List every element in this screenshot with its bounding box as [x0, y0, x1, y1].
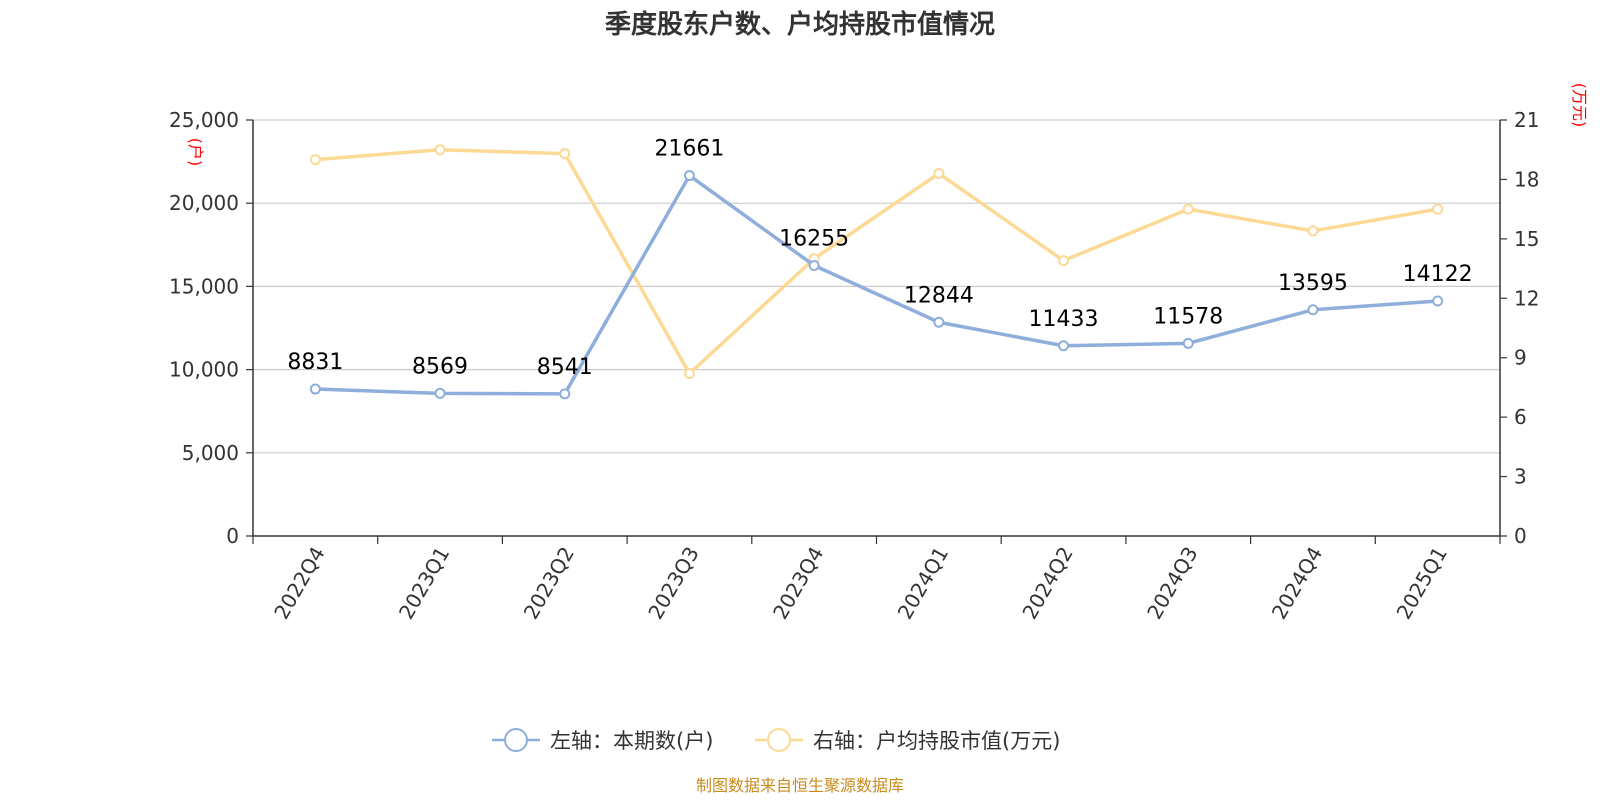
- data-point: [1058, 255, 1070, 267]
- left-axis-unit: (户): [186, 138, 205, 167]
- data-label: 13595: [1278, 271, 1348, 296]
- data-label: 14122: [1403, 262, 1473, 287]
- left-axis-ticks: 0 5,000 10,000 15,000 20,000 25,000: [169, 108, 239, 548]
- data-label: 11433: [1029, 307, 1099, 332]
- legend-marker: [767, 728, 791, 752]
- right-tick-label: 6: [1514, 405, 1527, 429]
- data-labels: 8831 8569 8541 21661 16255 12844 11433 11578 135…: [287, 137, 1472, 380]
- data-label: 21661: [654, 137, 724, 162]
- right-tick-label: 18: [1514, 167, 1539, 191]
- x-tick-label: 2024Q2: [1017, 543, 1077, 624]
- right-axis-ticks: 0 3 6 9 12 15 18 21: [1514, 108, 1539, 548]
- data-label: 8541: [537, 355, 593, 380]
- right-axis-unit: (万元): [1570, 83, 1589, 128]
- x-tick-label: 2023Q4: [768, 543, 828, 624]
- x-tick-label: 2022Q4: [269, 543, 329, 624]
- data-label: 11578: [1153, 304, 1223, 329]
- legend-label: 右轴：户均持股市值(万元): [813, 729, 1060, 753]
- data-point: [808, 260, 820, 272]
- series-line-1: [315, 147, 1438, 376]
- data-point: [309, 383, 321, 395]
- axes: [246, 119, 1507, 544]
- right-tick-label: 21: [1514, 108, 1539, 132]
- chart-title: 季度股东户数、户均持股市值情况: [605, 9, 995, 40]
- right-tick-label: 0: [1514, 524, 1527, 548]
- left-tick-label: 10,000: [169, 358, 239, 382]
- right-tick-label: 15: [1514, 227, 1539, 251]
- grid-lines: [253, 119, 1500, 454]
- data-point: [434, 387, 446, 399]
- x-tick-label: 2023Q1: [394, 543, 454, 624]
- right-tick-label: 9: [1514, 346, 1527, 370]
- data-point: [1058, 340, 1070, 352]
- x-tick-label: 2023Q2: [519, 543, 579, 624]
- data-point: [309, 154, 321, 166]
- x-tick-label: 2024Q3: [1142, 543, 1202, 624]
- data-point: [683, 368, 695, 380]
- data-point: [1432, 295, 1444, 307]
- data-label: 16255: [779, 227, 849, 252]
- source-note: 制图数据来自恒生聚源数据库: [696, 776, 904, 795]
- legend-label: 左轴：本期数(户): [550, 729, 713, 753]
- data-point: [683, 170, 695, 182]
- data-label: 8831: [287, 350, 343, 375]
- data-point: [933, 316, 945, 328]
- data-point: [434, 144, 446, 156]
- right-tick-label: 3: [1514, 465, 1527, 489]
- left-tick-label: 15,000: [169, 274, 239, 298]
- data-point: [1182, 203, 1194, 215]
- right-tick-label: 12: [1514, 286, 1539, 310]
- x-axis-ticks: 2022Q4 2023Q1 2023Q2 2023Q3 2023Q4 2024Q1 2024…: [269, 543, 1452, 624]
- data-label: 8569: [412, 354, 468, 379]
- series-group: [309, 144, 1444, 400]
- left-tick-label: 0: [226, 524, 239, 548]
- left-tick-label: 5,000: [182, 441, 239, 465]
- legend-marker: [504, 728, 528, 752]
- x-tick-label: 2025Q1: [1392, 543, 1452, 624]
- data-point: [1307, 225, 1319, 237]
- left-tick-label: 20,000: [169, 191, 239, 215]
- series-line-0: [315, 173, 1438, 396]
- data-point: [1307, 304, 1319, 316]
- x-tick-label: 2023Q3: [643, 543, 703, 624]
- data-point: [933, 167, 945, 179]
- data-point: [559, 148, 571, 160]
- left-tick-label: 25,000: [169, 108, 239, 132]
- data-point: [559, 388, 571, 400]
- x-tick-label: 2024Q1: [893, 543, 953, 624]
- legend[interactable]: 左轴：本期数(户) 右轴：户均持股市值(万元): [492, 728, 1060, 753]
- data-point: [1432, 203, 1444, 215]
- data-point: [1182, 337, 1194, 349]
- x-tick-label: 2024Q4: [1267, 543, 1327, 624]
- data-label: 12844: [904, 283, 974, 308]
